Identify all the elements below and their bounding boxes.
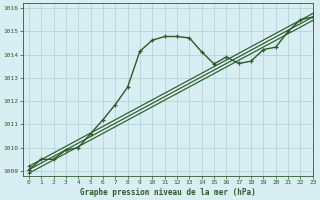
X-axis label: Graphe pression niveau de la mer (hPa): Graphe pression niveau de la mer (hPa) [80,188,256,197]
